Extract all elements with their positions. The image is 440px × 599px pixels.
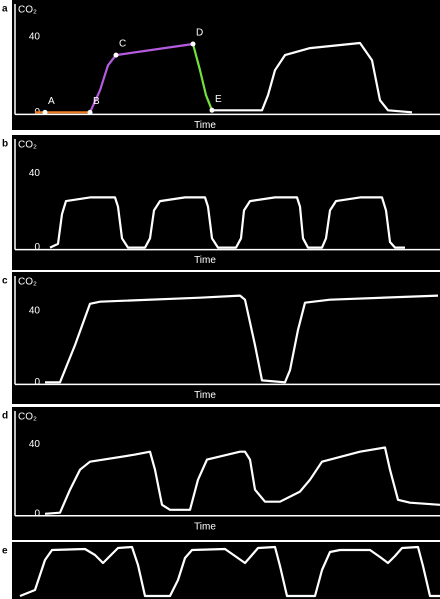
y-tick-label: 0	[34, 242, 40, 253]
y-tick-label: 0	[34, 377, 40, 388]
point-label: E	[215, 94, 222, 105]
panel-label: e	[2, 546, 8, 557]
trace	[49, 196, 405, 249]
trace	[19, 545, 440, 598]
trace	[212, 41, 413, 114]
panel-label: d	[2, 411, 8, 422]
trace	[45, 294, 439, 384]
x-axis-label: Time	[194, 120, 216, 131]
x-axis-label: Time	[194, 521, 216, 532]
trace	[88, 42, 194, 113]
panel-label: c	[2, 276, 8, 287]
trace	[191, 43, 214, 111]
y-tick-label: 40	[29, 168, 41, 179]
panel-background	[12, 272, 440, 404]
panel-label: a	[2, 4, 8, 15]
panel-label: b	[2, 139, 8, 150]
x-axis-label: Time	[194, 255, 216, 266]
point	[113, 52, 119, 58]
y-axis-label: CO₂	[18, 5, 37, 16]
point	[209, 107, 215, 113]
y-axis-label: CO₂	[18, 140, 37, 151]
y-tick-label: 0	[34, 508, 40, 519]
point-label: A	[48, 96, 55, 107]
point	[87, 109, 93, 115]
y-axis-label: CO₂	[18, 412, 37, 423]
panel-background	[12, 0, 440, 130]
point	[42, 109, 48, 115]
y-tick-label: 40	[29, 439, 41, 450]
point-label: B	[93, 96, 100, 107]
point	[190, 41, 196, 47]
y-axis-label: CO₂	[18, 277, 37, 288]
point-label: C	[119, 39, 126, 50]
trace	[44, 446, 440, 515]
panel-background	[12, 407, 440, 540]
point-label: D	[196, 28, 203, 39]
panel-background	[12, 542, 440, 599]
y-tick-label: 40	[29, 32, 41, 43]
x-axis-label: Time	[194, 390, 216, 401]
y-tick-label: 40	[29, 305, 41, 316]
